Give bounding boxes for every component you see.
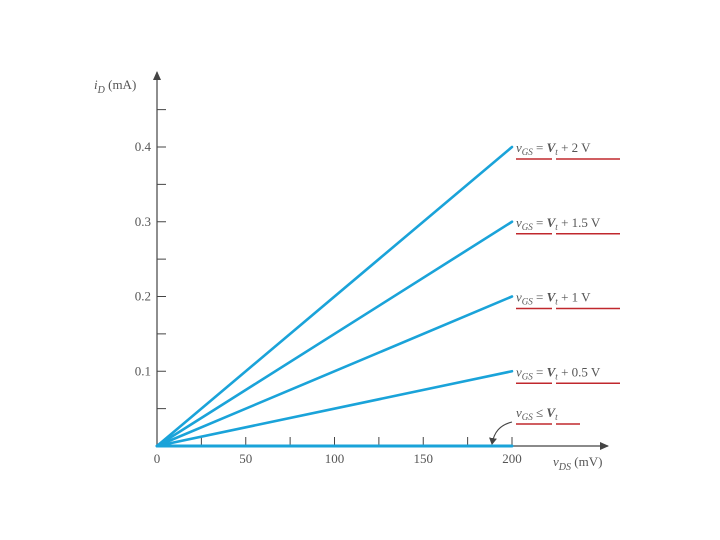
series-line — [155, 220, 514, 448]
series-lines — [155, 145, 514, 448]
series-label: vGS = Vt + 0.5 V — [516, 364, 620, 385]
annotation-arrow — [489, 421, 513, 445]
series-label-text: vGS = Vt + 1.5 V — [516, 215, 601, 232]
series-line — [155, 369, 514, 448]
series-line — [155, 295, 514, 448]
x-tick-label: 150 — [414, 451, 434, 466]
series-label: vGS = Vt + 2 V — [516, 140, 620, 160]
series-label-text: vGS = Vt + 0.5 V — [516, 364, 601, 381]
series-line — [155, 145, 514, 448]
series-label: vGS = Vt + 1.5 V — [516, 215, 620, 235]
x-tick-label: 200 — [502, 451, 522, 466]
series-label-text: vGS ≤ Vt — [516, 405, 558, 422]
series-label: vGS ≤ Vt — [489, 405, 580, 445]
x-tick-label: 0 — [154, 451, 161, 466]
ticks: 0.1 0.2 0.3 0.4 0 50 100 150 200 — [135, 109, 522, 466]
y-axis-label: iD (mA) — [94, 77, 136, 96]
y-tick-label: 0.1 — [135, 363, 151, 378]
series-label-text: vGS = Vt + 1 V — [516, 290, 591, 307]
x-tick-label: 50 — [239, 451, 252, 466]
y-tick-label: 0.4 — [135, 139, 152, 154]
x-tick-label: 100 — [325, 451, 345, 466]
x-axis-label: vDS (mV) — [553, 454, 602, 473]
y-tick-label: 0.3 — [135, 214, 151, 229]
series-labels: vGS = Vt + 2 V vGS = Vt + 1.5 V vGS = Vt +… — [489, 140, 620, 445]
y-tick-label: 0.2 — [135, 289, 151, 304]
series-label: vGS = Vt + 1 V — [516, 290, 620, 310]
series-label-text: vGS = Vt + 2 V — [516, 140, 591, 157]
